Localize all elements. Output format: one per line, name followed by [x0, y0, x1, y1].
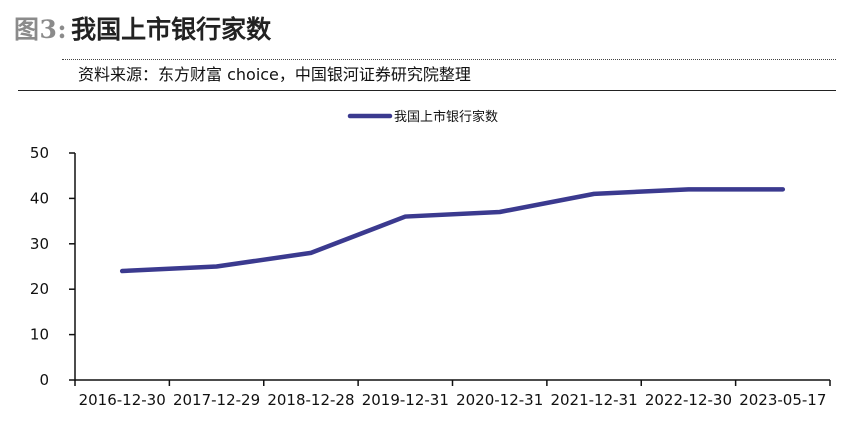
chart-legend: 我国上市银行家数: [347, 109, 498, 125]
source-note: 资料来源：东方财富 choice，中国银河证券研究院整理: [78, 65, 471, 84]
chart-axes: 0 10 20 30 40 50 2016-12-30 2017-12-29 2018-12-2…: [30, 144, 831, 409]
y-tick-label: 20: [30, 280, 49, 298]
y-tick-label: 0: [39, 371, 49, 389]
x-tick-label: 2020-12-31: [456, 391, 543, 409]
y-tick-label: 50: [30, 144, 49, 162]
y-tick-label: 10: [30, 326, 49, 344]
figure-header: 图3: 我国上市银行家数 资料来源：东方财富 choice，中国银河证券研究院整…: [14, 0, 836, 92]
x-tick-label: 2016-12-30: [79, 391, 166, 409]
series-line: [119, 187, 786, 274]
header-rule: [18, 90, 836, 91]
figure-number: 图3:: [14, 15, 68, 44]
chart-series: [119, 187, 786, 274]
figure-name: 我国上市银行家数: [71, 15, 272, 44]
x-tick-label: 2018-12-28: [267, 391, 354, 409]
x-tick-label: 2023-05-17: [739, 391, 826, 409]
x-tick-label: 2017-12-29: [173, 391, 260, 409]
figure-title: 图3: 我国上市银行家数: [14, 10, 271, 46]
x-tick-label: 2021-12-31: [550, 391, 637, 409]
x-tick-label: 2022-12-30: [645, 391, 732, 409]
y-tick-label: 30: [30, 235, 49, 253]
x-tick-label: 2019-12-31: [362, 391, 449, 409]
dotted-divider: [62, 59, 836, 60]
legend-label: 我国上市银行家数: [394, 109, 498, 125]
y-tick-label: 40: [30, 189, 49, 207]
